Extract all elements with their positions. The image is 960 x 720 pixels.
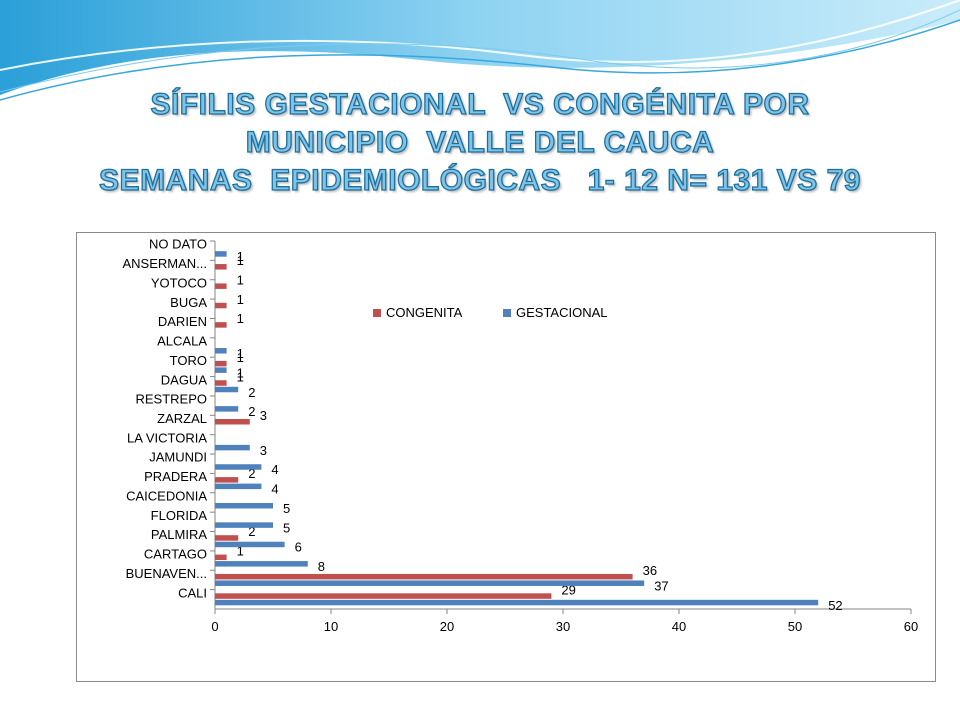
chart-frame: 0 10 20 30 40 50 60 CALI 29 52 BUENAVEN... 36 37 CART… xyxy=(76,232,936,682)
bar-gestacional xyxy=(215,367,227,373)
bar-congenita xyxy=(215,477,239,483)
x-tick-label: 10 xyxy=(324,619,338,634)
data-label-gestacional: 3 xyxy=(260,443,267,458)
data-label-gestacional: 4 xyxy=(271,462,278,477)
data-label-gestacional: 4 xyxy=(271,482,278,497)
bar-gestacional xyxy=(215,348,227,354)
slide-title: SÍFILIS GESTACIONAL VS CONGÉNITA POR MUN… xyxy=(0,86,960,200)
data-label-congenita: 2 xyxy=(248,524,255,539)
data-label-congenita: 1 xyxy=(237,253,244,268)
category-label: CAICEDONIA xyxy=(126,488,207,503)
bar-congenita xyxy=(215,419,250,425)
category-label: CALI xyxy=(178,585,207,600)
data-label-congenita: 36 xyxy=(643,563,657,578)
x-tick-label: 20 xyxy=(440,619,454,634)
data-label-congenita: 1 xyxy=(237,292,244,307)
bar-gestacional xyxy=(215,502,273,509)
legend-swatch-congenita xyxy=(373,309,381,317)
data-label-gestacional: 1 xyxy=(237,365,244,380)
bar-congenita xyxy=(215,593,552,599)
bar-gestacional xyxy=(215,580,645,586)
data-label-gestacional: 52 xyxy=(828,598,842,613)
x-tick-label: 0 xyxy=(211,619,218,634)
title-line-3: SEMANAS EPIDEMIOLÓGICAS 1- 12 N= 131 VS … xyxy=(98,163,861,197)
category-label: TORO xyxy=(170,353,207,368)
x-tick-label: 40 xyxy=(672,619,686,634)
data-label-congenita: 1 xyxy=(237,544,244,559)
data-label-congenita: 1 xyxy=(237,272,244,287)
bar-gestacional xyxy=(215,251,227,257)
legend-swatch-gestacional xyxy=(503,309,511,317)
decorative-wave-header xyxy=(0,0,960,101)
x-tick-label: 50 xyxy=(788,619,802,634)
data-label-gestacional: 37 xyxy=(654,578,668,593)
category-label: ZARZAL xyxy=(157,411,207,426)
data-label-congenita: 1 xyxy=(237,369,244,384)
category-label: DAGUA xyxy=(161,372,208,387)
bar-gestacional xyxy=(215,599,819,606)
data-label-gestacional: 8 xyxy=(318,559,325,574)
bar-gestacional xyxy=(215,386,239,393)
data-label-gestacional: 5 xyxy=(283,520,290,535)
bar-congenita xyxy=(215,264,227,270)
data-label-gestacional: 5 xyxy=(283,501,290,516)
bar-congenita xyxy=(215,360,227,367)
category-label: JAMUNDI xyxy=(149,450,207,465)
data-label-gestacional: 2 xyxy=(248,404,255,419)
bar-congenita xyxy=(215,283,227,289)
bar-congenita xyxy=(215,573,633,580)
category-label: YOTOCO xyxy=(151,275,207,290)
data-label-congenita: 2 xyxy=(248,466,255,481)
bar-congenita xyxy=(215,302,227,309)
bar-gestacional xyxy=(215,561,308,567)
data-label-congenita: 1 xyxy=(237,311,244,326)
category-label: RESTREPO xyxy=(135,392,207,407)
bar-congenita xyxy=(215,380,227,386)
bar-congenita xyxy=(215,322,227,328)
bar-gestacional xyxy=(215,406,239,412)
bar-gestacional xyxy=(215,522,273,528)
category-label: ANSERMAN... xyxy=(122,256,207,271)
category-label: BUGA xyxy=(170,295,207,310)
data-label-gestacional: 1 xyxy=(237,249,244,264)
category-label: FLORIDA xyxy=(151,508,208,523)
legend-label-congenita: CONGENITA xyxy=(386,305,463,320)
bar-gestacional xyxy=(215,483,262,490)
data-label-gestacional: 1 xyxy=(237,346,244,361)
category-label: ALCALA xyxy=(157,334,207,349)
bar-gestacional xyxy=(215,444,250,451)
data-label-congenita: 29 xyxy=(561,582,575,597)
data-label-congenita: 1 xyxy=(237,350,244,365)
category-label: DARIEN xyxy=(158,314,207,329)
legend-label-gestacional: GESTACIONAL xyxy=(516,305,608,320)
bar-gestacional xyxy=(215,464,262,470)
category-label: LA VICTORIA xyxy=(127,430,207,445)
category-label: PRADERA xyxy=(144,469,207,484)
category-label: PALMIRA xyxy=(151,527,207,542)
x-tick-label: 60 xyxy=(904,619,918,634)
title-line-1: SÍFILIS GESTACIONAL VS CONGÉNITA POR xyxy=(150,87,810,121)
bar-congenita xyxy=(215,554,227,561)
x-tick-label: 30 xyxy=(556,619,570,634)
title-line-2: MUNICIPIO VALLE DEL CAUCA xyxy=(245,125,715,159)
data-label-gestacional: 6 xyxy=(295,540,302,555)
bar-congenita xyxy=(215,535,239,541)
data-label-gestacional: 2 xyxy=(248,385,255,400)
category-label: NO DATO xyxy=(149,237,207,252)
category-label: CARTAGO xyxy=(144,547,207,562)
bar-gestacional xyxy=(215,541,285,548)
data-label-congenita: 3 xyxy=(260,408,267,423)
category-label: BUENAVEN... xyxy=(126,566,207,581)
